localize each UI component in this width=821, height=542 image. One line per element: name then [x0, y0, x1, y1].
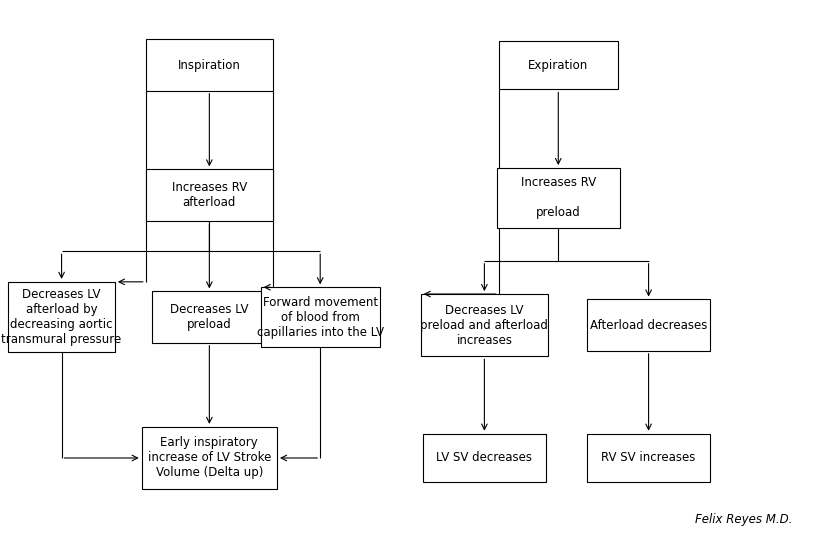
Text: Afterload decreases: Afterload decreases: [590, 319, 707, 332]
Bar: [261, 287, 379, 347]
Bar: [146, 169, 273, 221]
Bar: [146, 39, 273, 91]
Text: Decreases LV
afterload by
decreasing aortic
transmural pressure: Decreases LV afterload by decreasing aor…: [2, 288, 122, 346]
Bar: [423, 434, 546, 482]
Text: RV SV increases: RV SV increases: [602, 451, 695, 464]
Bar: [8, 282, 115, 352]
Text: LV SV decreases: LV SV decreases: [437, 451, 532, 464]
Text: Decreases LV
preload and afterload
increases: Decreases LV preload and afterload incre…: [420, 304, 548, 347]
Bar: [587, 434, 710, 482]
Text: Early inspiratory
increase of LV Stroke
Volume (Delta up): Early inspiratory increase of LV Stroke …: [148, 436, 271, 480]
Text: Increases RV
afterload: Increases RV afterload: [172, 181, 247, 209]
Text: Decreases LV
preload: Decreases LV preload: [170, 303, 249, 331]
Bar: [421, 294, 548, 357]
Bar: [587, 299, 710, 351]
Bar: [152, 292, 267, 343]
Bar: [499, 41, 618, 89]
Text: Forward movement
of blood from
capillaries into the LV: Forward movement of blood from capillari…: [257, 295, 383, 339]
Text: Expiration: Expiration: [528, 59, 589, 72]
Text: Felix Reyes M.D.: Felix Reyes M.D.: [695, 513, 792, 526]
Text: Inspiration: Inspiration: [178, 59, 241, 72]
Text: Increases RV

preload: Increases RV preload: [521, 176, 596, 220]
Bar: [497, 168, 620, 228]
Bar: [141, 427, 277, 489]
